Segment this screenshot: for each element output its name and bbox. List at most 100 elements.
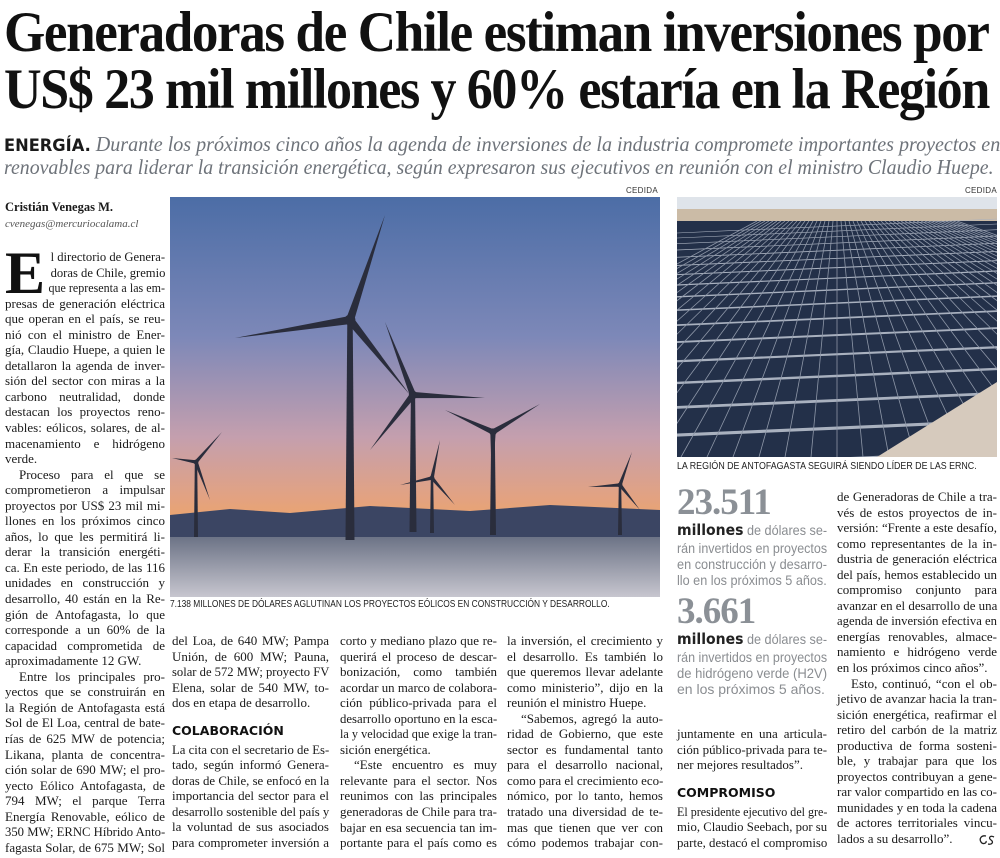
- body-column-4: la inversión, el crecimiento y el desarro…: [507, 633, 663, 851]
- body-text-line: el desarrollo. Es también lo: [507, 648, 663, 664]
- body-text-line: ca. En este periodo, de las 116: [5, 559, 165, 575]
- body-text-line: dos en etapa de desarrollo.: [172, 695, 311, 711]
- section-kicker: ENERGÍA.: [4, 136, 91, 156]
- body-text-line: reunimos con las principales: [340, 788, 497, 804]
- body-text-line: rías de 625 MW de potencia;: [5, 730, 165, 746]
- body-text-line: Proceso para el que se: [19, 466, 165, 482]
- body-text-line: corresponde a un 60% de la: [5, 622, 165, 638]
- wind-turbine: [172, 432, 222, 537]
- stat-text-line: millones de dólares se-: [677, 630, 828, 648]
- body-text-line: aproximadamente 12 GW.: [5, 653, 142, 669]
- body-text-line: solar de 572 MW; proyecto FV: [172, 664, 330, 680]
- body-text-line: sición energética, reafirmar el: [837, 706, 997, 722]
- body-text-line: doras de Chile, gremio: [50, 264, 166, 280]
- body-text-line: parte, destacó el compromiso: [677, 834, 828, 850]
- body-column-5: juntamente en una articula-ción público-…: [677, 726, 827, 850]
- body-text-line: derar la transición energéti-: [5, 544, 165, 560]
- body-text-line: doras de Chile, se enfocó en la: [172, 772, 330, 788]
- wind-turbine: [370, 322, 485, 532]
- body-text-line: “Sabemos, agregó la auto-: [521, 710, 663, 726]
- body-text-line: mio, Claudio Seebach, por su: [677, 819, 828, 835]
- body-text-line: de Generadoras de Chile a tra-: [837, 489, 997, 504]
- body-text-line: dustria de generación eléctrica: [837, 551, 997, 567]
- wind-turbine: [235, 215, 410, 540]
- stat-text-line: en construcción y desarro-: [677, 556, 827, 572]
- body-text-line: Esto, continuó, “con el ob-: [851, 675, 997, 691]
- body-text-line: Sol de El Loa, central de bate-: [5, 715, 165, 731]
- body-text-line: rar valor compartido en las co-: [837, 784, 997, 800]
- body-text-line: retiro del carbón de la matriz: [837, 722, 997, 738]
- body-text-line: desarrollo sostenible del país y: [172, 803, 330, 819]
- snowy-ground: [170, 537, 660, 597]
- body-column-3: corto y mediano plazo que re-querirá el …: [340, 633, 497, 851]
- body-text-line: 794 MW; el parque Terra: [5, 793, 165, 809]
- wind-turbine: [400, 440, 455, 533]
- body-text-line: años, lo que les permitirá li-: [5, 528, 165, 544]
- body-text-line: lados a su desarrollo”.: [837, 831, 953, 847]
- panel-grid: [677, 218, 997, 457]
- body-text-line: del Loa, de 640 MW; Pampa: [172, 633, 329, 648]
- body-text-line: gía, Claudio Huepe, a quien le: [5, 342, 165, 358]
- body-text-line: mas que tienen que ver con: [507, 819, 663, 835]
- body-column-1: l directorio de Genera-doras de Chile, g…: [5, 249, 165, 855]
- headline-line-1: Generadoras de Chile estiman inversiones…: [4, 1, 990, 64]
- body-text-line: agenda de inversión efectiva en: [837, 613, 997, 629]
- body-text-line: destacan los proyectos reno-: [5, 404, 165, 420]
- body-text-line: llones en los próximos cinco: [5, 513, 165, 529]
- body-text-line: productiva de forma sosteni-: [837, 737, 997, 753]
- body-text-line: la voluntad de sus asociados: [172, 819, 329, 835]
- body-text-line: bajar en esa secuencia tan im-: [340, 819, 497, 835]
- body-text-line: namiento e hidrógeno verde: [837, 644, 997, 660]
- body-text-line: tado, según informó Genera-: [172, 757, 329, 773]
- body-text-line: sición energética.: [340, 741, 431, 757]
- body-text-line: importancia del sector para el: [172, 788, 329, 804]
- body-text-line: Entre los principales pro-: [19, 668, 165, 684]
- desert-horizon: [677, 209, 997, 221]
- body-text-line: El presidente ejecutivo del gre-: [677, 803, 828, 819]
- body-text-line: la inversión, el crecimiento y: [507, 633, 663, 648]
- body-text-line: munidades y en toda la cadena: [837, 799, 997, 815]
- photo-caption: 7.138 MILLONES DE DÓLARES AGLUTINAN LOS …: [170, 599, 610, 610]
- stat-text-line: rán invertidos en proyectos: [677, 649, 828, 665]
- body-text-line: ridad de Gobierno, que este: [507, 726, 663, 742]
- body-text-line: relevante para el sector. Nos: [340, 772, 497, 788]
- body-text-line: presas de generación eléctrica: [5, 295, 165, 311]
- body-text-line: para el desarrollo nacional,: [507, 757, 663, 773]
- body-text-line: La cita con el secretario de Es-: [172, 741, 330, 757]
- body-text-line: juntamente en una articula-: [677, 726, 827, 741]
- section-subhead: COMPROMISO: [677, 784, 776, 800]
- body-text-line: bonización, como también: [340, 664, 497, 680]
- body-text-line: compromiso conjunto para: [837, 582, 997, 598]
- body-text-line: como representantes de la in-: [837, 535, 997, 551]
- body-text-line: reunión el ministro Huepe.: [507, 695, 647, 711]
- body-text-line: como para el crecimiento eco-: [507, 772, 664, 788]
- body-text-line: de actores territoriales vincu-: [837, 815, 997, 831]
- body-text-line: nómico, por lo tanto, hemos: [507, 788, 663, 804]
- body-text-line: ción solar de 690 MW; el pro-: [5, 762, 165, 778]
- wind-turbines-photo: [170, 197, 660, 597]
- wind-turbine: [588, 452, 640, 535]
- lead-text: Durante los próximos cinco años la agend…: [95, 132, 1000, 156]
- body-text-line: verde.: [5, 451, 38, 467]
- body-column-2: del Loa, de 640 MW; Pampa Unión, de 600 M…: [172, 633, 329, 851]
- wind-turbine: [445, 404, 540, 535]
- body-text-line: la y velocidad que exige la tran-: [340, 726, 497, 742]
- photo-credit: CEDIDA: [964, 186, 997, 195]
- body-text-line: Unión, de 600 MW; Pauna,: [172, 648, 329, 664]
- stat-text-line: rán invertidos en proyectos: [677, 540, 828, 556]
- body-text-line: tratado una diversidad de te-: [507, 804, 663, 820]
- byline-author: Cristián Venegas M.: [5, 200, 113, 214]
- body-text-line: energías renovables, almace-: [837, 628, 997, 644]
- body-text-line: que representa a las em-: [48, 280, 165, 296]
- body-text-line: ción público-privada para te-: [677, 741, 827, 757]
- body-text-line: corto y mediano plazo que re-: [340, 633, 497, 648]
- body-text-line: ner mejores resultados”.: [677, 757, 803, 773]
- byline-email[interactable]: cvenegas@mercuriocalama.cl: [5, 218, 139, 230]
- body-text-line: vables: eólicos, solares, de al-: [5, 420, 165, 436]
- stat-number: 23.511: [677, 482, 772, 523]
- body-text-line: acordar un marco de colabora-: [340, 679, 497, 695]
- body-text-line: la Región de Antofagasta está: [5, 699, 165, 715]
- body-text-line: comprometieron a impulsar: [5, 482, 165, 498]
- stat-text-line: en los próximos 5 años.: [677, 681, 825, 697]
- body-text-line: avanzar en el desarrollo de una: [837, 597, 998, 613]
